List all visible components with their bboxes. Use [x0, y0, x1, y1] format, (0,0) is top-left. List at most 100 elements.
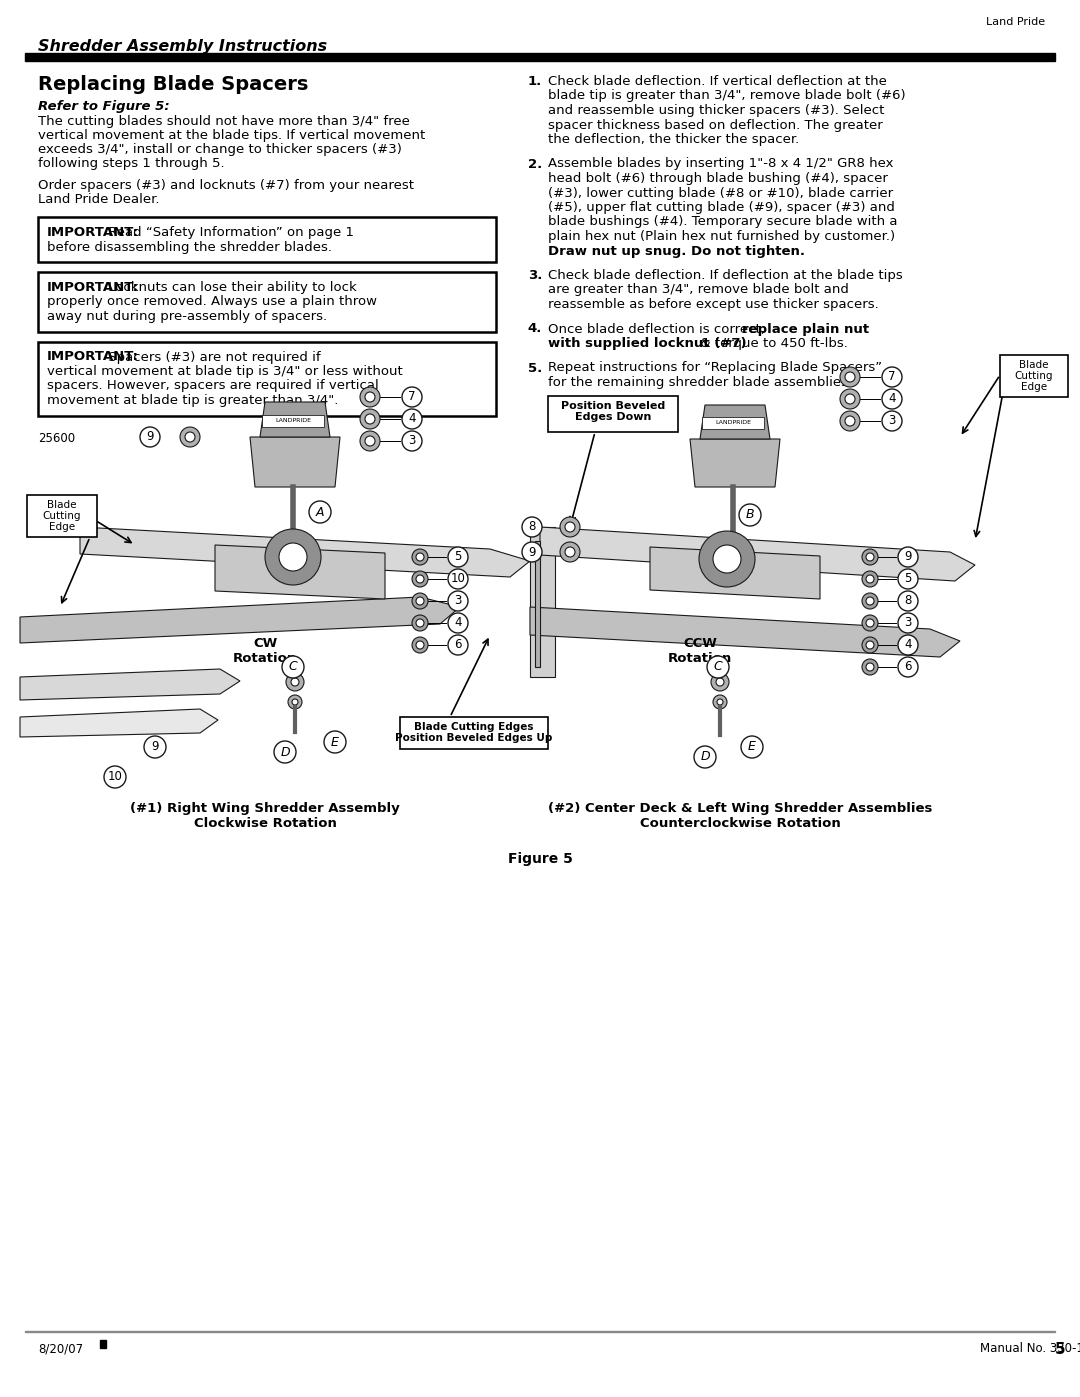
Text: are greater than 3/4", remove blade bolt and: are greater than 3/4", remove blade bolt… [548, 284, 849, 296]
Circle shape [402, 387, 422, 407]
Circle shape [565, 522, 575, 532]
Circle shape [862, 659, 878, 675]
Text: following steps 1 through 5.: following steps 1 through 5. [38, 156, 225, 170]
Circle shape [402, 432, 422, 451]
Circle shape [862, 571, 878, 587]
Circle shape [292, 698, 298, 705]
Circle shape [866, 641, 874, 650]
Text: Replacing Blade Spacers: Replacing Blade Spacers [38, 75, 309, 94]
Text: Edge: Edge [1021, 381, 1048, 393]
Circle shape [713, 694, 727, 710]
Circle shape [713, 545, 741, 573]
Text: Blade Cutting Edges: Blade Cutting Edges [415, 722, 534, 732]
Circle shape [324, 731, 346, 753]
Circle shape [274, 740, 296, 763]
Text: reassemble as before except use thicker spacers.: reassemble as before except use thicker … [548, 298, 879, 312]
Text: 3.: 3. [528, 270, 542, 282]
Text: 4: 4 [408, 412, 416, 426]
Text: the deflection, the thicker the spacer.: the deflection, the thicker the spacer. [548, 133, 799, 147]
Polygon shape [540, 527, 975, 581]
Circle shape [882, 411, 902, 432]
Text: Draw nut up snug. Do not tighten.: Draw nut up snug. Do not tighten. [548, 244, 805, 257]
Text: vertical movement at blade tip is 3/4" or less without: vertical movement at blade tip is 3/4" o… [48, 365, 403, 379]
Circle shape [309, 502, 330, 522]
Circle shape [411, 549, 428, 564]
Text: 9: 9 [904, 550, 912, 563]
Text: 2.: 2. [528, 158, 542, 170]
Circle shape [845, 372, 855, 381]
Circle shape [897, 636, 918, 655]
Text: vertical movement at the blade tips. If vertical movement: vertical movement at the blade tips. If … [38, 129, 426, 142]
Text: Locknuts can lose their ability to lock: Locknuts can lose their ability to lock [104, 281, 356, 293]
Polygon shape [700, 405, 770, 439]
Bar [27, 495, 97, 536]
Bar [400, 717, 548, 749]
Text: Repeat instructions for “Replacing Blade Spacers”: Repeat instructions for “Replacing Blade… [548, 362, 882, 374]
Polygon shape [215, 545, 384, 599]
Polygon shape [80, 527, 530, 577]
Circle shape [522, 517, 542, 536]
Circle shape [866, 597, 874, 605]
Circle shape [365, 436, 375, 446]
Bar [702, 416, 764, 429]
Circle shape [897, 591, 918, 610]
Text: IMPORTANT:: IMPORTANT: [48, 351, 139, 363]
Polygon shape [690, 439, 780, 488]
Polygon shape [21, 710, 218, 738]
Circle shape [707, 657, 729, 678]
Text: D: D [700, 750, 710, 764]
Circle shape [741, 736, 762, 759]
Text: (#3), lower cutting blade (#8 or #10), blade carrier: (#3), lower cutting blade (#8 or #10), b… [548, 187, 893, 200]
Text: 4: 4 [904, 638, 912, 651]
Text: 9: 9 [151, 740, 159, 753]
Text: Position Beveled Edges Up: Position Beveled Edges Up [395, 733, 553, 743]
Circle shape [845, 416, 855, 426]
Circle shape [840, 411, 860, 432]
Circle shape [365, 414, 375, 425]
Text: 25600: 25600 [38, 432, 76, 444]
Bar [262, 415, 324, 427]
Text: E: E [748, 740, 756, 753]
Circle shape [866, 619, 874, 627]
Circle shape [411, 592, 428, 609]
Circle shape [411, 571, 428, 587]
Circle shape [882, 388, 902, 409]
Circle shape [448, 591, 468, 610]
Circle shape [866, 553, 874, 562]
Text: Manual No. 330-148M: Manual No. 330-148M [980, 1343, 1080, 1355]
Text: 4: 4 [888, 393, 895, 405]
Text: 5.: 5. [528, 362, 542, 374]
Text: 4: 4 [455, 616, 462, 630]
Text: Spacers (#3) are not required if: Spacers (#3) are not required if [104, 351, 321, 363]
Text: movement at blade tip is greater than 3/4".: movement at blade tip is greater than 3/… [48, 394, 338, 407]
Text: LANDPRIDE: LANDPRIDE [275, 418, 311, 422]
Text: 7: 7 [888, 370, 895, 384]
Text: 4.: 4. [528, 323, 542, 335]
Text: exceeds 3/4", install or change to thicker spacers (#3): exceeds 3/4", install or change to thick… [38, 142, 402, 156]
Text: 10: 10 [108, 771, 122, 784]
Text: B: B [745, 509, 754, 521]
Polygon shape [249, 437, 340, 488]
Text: A: A [315, 506, 324, 518]
Circle shape [448, 548, 468, 567]
Circle shape [840, 367, 860, 387]
Text: properly once removed. Always use a plain throw: properly once removed. Always use a plai… [48, 296, 377, 309]
Circle shape [416, 576, 424, 583]
Text: Edges Down: Edges Down [575, 412, 651, 422]
Text: Figure 5: Figure 5 [508, 852, 572, 866]
Text: 6: 6 [904, 661, 912, 673]
Circle shape [862, 637, 878, 652]
Circle shape [416, 553, 424, 562]
Text: D: D [280, 746, 289, 759]
Text: 7: 7 [408, 391, 416, 404]
Text: 5: 5 [1055, 1343, 1066, 1356]
Text: Position Beveled: Position Beveled [561, 401, 665, 411]
Text: Refer to Figure 5:: Refer to Figure 5: [38, 101, 170, 113]
Text: (#5), upper flat cutting blade (#9), spacer (#3) and: (#5), upper flat cutting blade (#9), spa… [548, 201, 895, 214]
Circle shape [862, 615, 878, 631]
Text: spacers. However, spacers are required if vertical: spacers. However, spacers are required i… [48, 380, 379, 393]
Text: plain hex nut (Plain hex nut furnished by customer.): plain hex nut (Plain hex nut furnished b… [548, 231, 895, 243]
Text: 3: 3 [904, 616, 912, 630]
Text: Read “Safety Information” on page 1: Read “Safety Information” on page 1 [104, 226, 354, 239]
Circle shape [286, 673, 303, 692]
